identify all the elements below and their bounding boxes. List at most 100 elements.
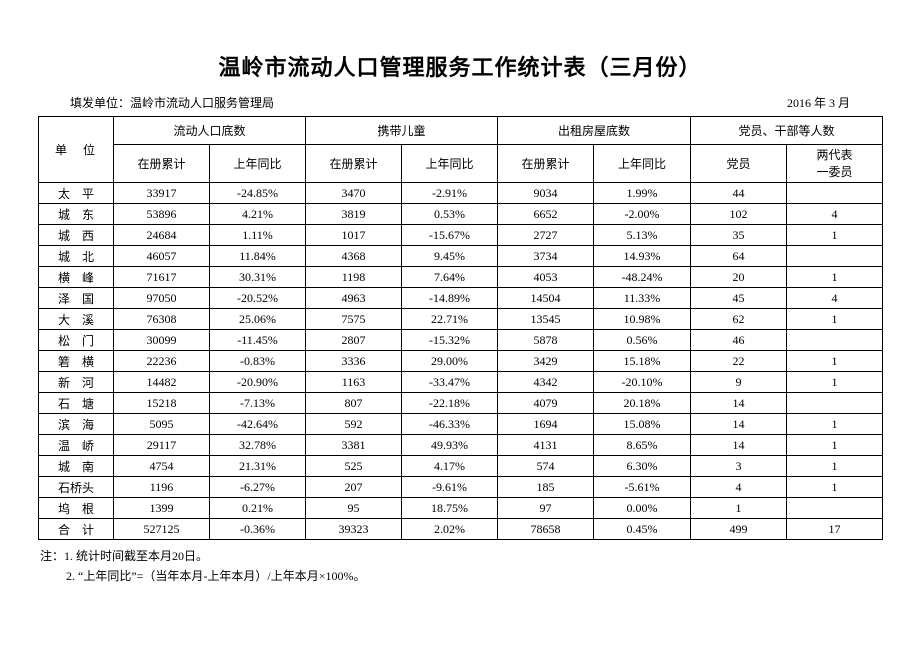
unit-cell: 松 门 — [38, 329, 114, 351]
data-cell: 22.71% — [401, 308, 499, 330]
data-cell: 11.84% — [208, 245, 307, 267]
data-cell: 45 — [690, 287, 788, 309]
data-cell: 4 — [690, 476, 788, 498]
unit-cell: 城 西 — [38, 224, 114, 246]
header-group-row: 单 位 流动人口底数 携带儿童 出租房屋底数 党员、干部等人数 — [38, 116, 884, 183]
table-row: 石 塘 15218 -7.13% 807 -22.18% 4079 20.18% 14 — [38, 392, 884, 414]
data-cell: 14482 — [113, 371, 210, 393]
data-cell: 97050 — [113, 287, 210, 309]
data-cell: 11.33% — [593, 287, 692, 309]
unit-cell: 坞 根 — [38, 497, 114, 519]
data-cell: 2.02% — [401, 518, 499, 540]
date-label: 2016 年 3 月 — [786, 96, 850, 110]
data-cell: 76308 — [113, 308, 210, 330]
table-row: 城 东 53896 4.21% 3819 0.53% 6652 -2.00% 102 4 — [38, 203, 884, 225]
data-cell: 0.45% — [593, 518, 692, 540]
data-cell: 4963 — [305, 287, 403, 309]
data-cell: -46.33% — [401, 413, 499, 435]
data-cell: 3470 — [305, 182, 403, 204]
subheader-yoy-3: 上年同比 — [593, 144, 692, 183]
data-cell: -22.18% — [401, 392, 499, 414]
group-header-floating-population: 流动人口底数 — [112, 116, 307, 145]
data-cell: 1 — [786, 455, 884, 477]
data-cell: 5.13% — [593, 224, 692, 246]
unit-cell: 城 南 — [38, 455, 114, 477]
data-cell: 15.08% — [593, 413, 692, 435]
data-cell: 10.98% — [593, 308, 692, 330]
data-cell: 35 — [690, 224, 788, 246]
data-cell: 592 — [305, 413, 403, 435]
data-cell: 97 — [497, 497, 595, 519]
unit-cell: 太 平 — [38, 182, 114, 204]
data-cell: 0.21% — [208, 497, 307, 519]
data-cell: 1 — [786, 476, 884, 498]
group-header-party-members: 党员、干部等人数 — [690, 116, 884, 145]
data-cell: -0.83% — [208, 350, 307, 372]
unit-cell: 大 溪 — [38, 308, 114, 330]
data-cell: -15.67% — [401, 224, 499, 246]
data-cell: 4754 — [113, 455, 210, 477]
data-cell: 4.17% — [401, 455, 499, 477]
data-cell: 1399 — [113, 497, 210, 519]
data-cell: 20.18% — [593, 392, 692, 414]
data-cell: 4342 — [497, 371, 595, 393]
data-cell: 39323 — [305, 518, 403, 540]
data-cell: 207 — [305, 476, 403, 498]
page-title: 温岭市流动人口管理服务工作统计表（三月份） — [218, 55, 702, 80]
unit-cell: 石桥头 — [38, 476, 114, 498]
data-cell: 0.53% — [401, 203, 499, 225]
data-cell: 24684 — [113, 224, 210, 246]
data-cell: 574 — [497, 455, 595, 477]
data-cell: 1 — [786, 434, 884, 456]
data-cell: 15218 — [113, 392, 210, 414]
data-cell — [786, 392, 884, 414]
data-cell: 2807 — [305, 329, 403, 351]
data-cell: 4053 — [497, 266, 595, 288]
data-cell: 30.31% — [208, 266, 307, 288]
table-row: 坞 根 1399 0.21% 95 18.75% 97 0.00% 1 — [38, 497, 884, 519]
data-cell: 18.75% — [401, 497, 499, 519]
unit-cell: 石 塘 — [38, 392, 114, 414]
group-header-rental-housing: 出租房屋底数 — [497, 116, 692, 145]
data-cell: 499 — [690, 518, 788, 540]
table-header: 单 位 流动人口底数 携带儿童 出租房屋底数 党员、干部等人数 在册累计 上年同… — [38, 116, 884, 183]
data-cell: 1 — [786, 224, 884, 246]
data-cell: 3336 — [305, 350, 403, 372]
data-cell: -24.85% — [208, 182, 307, 204]
data-cell: 0.56% — [593, 329, 692, 351]
data-cell: 14 — [690, 413, 788, 435]
data-cell: 6652 — [497, 203, 595, 225]
unit-cell: 新 河 — [38, 371, 114, 393]
data-cell: 1198 — [305, 266, 403, 288]
data-cell: 13545 — [497, 308, 595, 330]
data-cell: 20 — [690, 266, 788, 288]
header-sub-row: 在册累计 上年同比 在册累计 上年同比 在册累计 上年同比 党员 两代表 一委员 — [39, 144, 884, 183]
unit-cell: 滨 海 — [38, 413, 114, 435]
unit-cell: 合 计 — [38, 518, 114, 540]
data-cell: -9.61% — [401, 476, 499, 498]
data-cell: 46 — [690, 329, 788, 351]
data-cell — [786, 497, 884, 519]
unit-cell: 温 峤 — [38, 434, 114, 456]
data-cell — [786, 182, 884, 204]
table-row: 城 南 4754 21.31% 525 4.17% 574 6.30% 3 1 — [38, 455, 884, 477]
data-cell: 14.93% — [593, 245, 692, 267]
data-cell: -14.89% — [401, 287, 499, 309]
data-cell: 22 — [690, 350, 788, 372]
data-cell: 14 — [690, 434, 788, 456]
data-cell: 4.21% — [208, 203, 307, 225]
data-cell: 7.64% — [401, 266, 499, 288]
unit-cell: 泽 国 — [38, 287, 114, 309]
data-cell: 807 — [305, 392, 403, 414]
notes: 注：1. 统计时间截至本月20日。 2. “上年同比”=（当年本月-上年本月）/… — [40, 546, 920, 587]
table-row: 合 计 527125 -0.36% 39323 2.02% 78658 0.45% 499 17 — [38, 518, 884, 540]
data-cell: 29117 — [113, 434, 210, 456]
subheader-yoy-1: 上年同比 — [208, 144, 307, 183]
data-cell: 33917 — [113, 182, 210, 204]
data-cell — [786, 245, 884, 267]
data-cell: 30099 — [113, 329, 210, 351]
data-cell: 21.31% — [208, 455, 307, 477]
data-cell: -7.13% — [208, 392, 307, 414]
table-row: 箬 横 22236 -0.83% 3336 29.00% 3429 15.18% 22 1 — [38, 350, 884, 372]
data-cell: 8.65% — [593, 434, 692, 456]
